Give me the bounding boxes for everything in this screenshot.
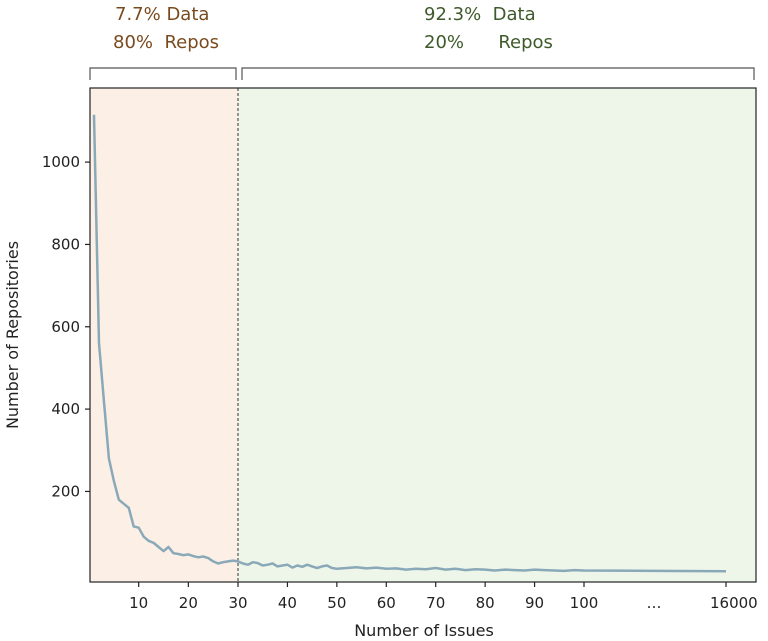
x-tick-label: 10: [129, 594, 148, 612]
axes-layer: 200 400 600 800 1000 10 20 30 40 50 60 70 80 90 100 … 16…: [42, 87, 758, 612]
x-tick-label: 70: [426, 594, 445, 612]
plot-frame: [89, 87, 757, 583]
x-tick-label: 40: [278, 594, 297, 612]
low-issue-region-shading: [90, 88, 238, 582]
x-tick-label: 16000: [710, 594, 758, 612]
x-tick-label: 30: [228, 594, 247, 612]
regions-layer: [90, 88, 756, 582]
y-tick-label: 600: [51, 318, 80, 336]
left-region-data-share: 7.7% Data: [115, 4, 210, 25]
y-tick-label: 400: [51, 400, 80, 418]
x-tick-label: 60: [377, 594, 396, 612]
x-tick-label: 80: [476, 594, 495, 612]
left-region-repo-share: 80% Repos: [113, 32, 220, 53]
y-tick-label: 1000: [42, 153, 80, 171]
high-issue-region-shading: [238, 88, 756, 582]
y-tick-label: 800: [51, 235, 80, 253]
y-axis-title: Number of Repositories: [3, 241, 22, 429]
x-axis-title: Number of Issues: [354, 621, 494, 640]
series-line-0: [92, 114, 727, 573]
left-region-bracket: [89, 67, 237, 80]
right-region-repo-share: 20% Repos: [424, 32, 553, 53]
x-tick-label: 100: [570, 594, 599, 612]
right-region-bracket: [241, 67, 755, 80]
x-tick-label: 50: [327, 594, 346, 612]
x-tick-label: 90: [525, 594, 544, 612]
brackets-layer: [89, 67, 755, 80]
x-tick-label: …: [647, 594, 662, 612]
y-tick-label: 200: [51, 482, 80, 500]
right-region-data-share: 92.3% Data: [424, 4, 536, 25]
x-tick-label: 20: [179, 594, 198, 612]
line-layer: [92, 114, 727, 573]
